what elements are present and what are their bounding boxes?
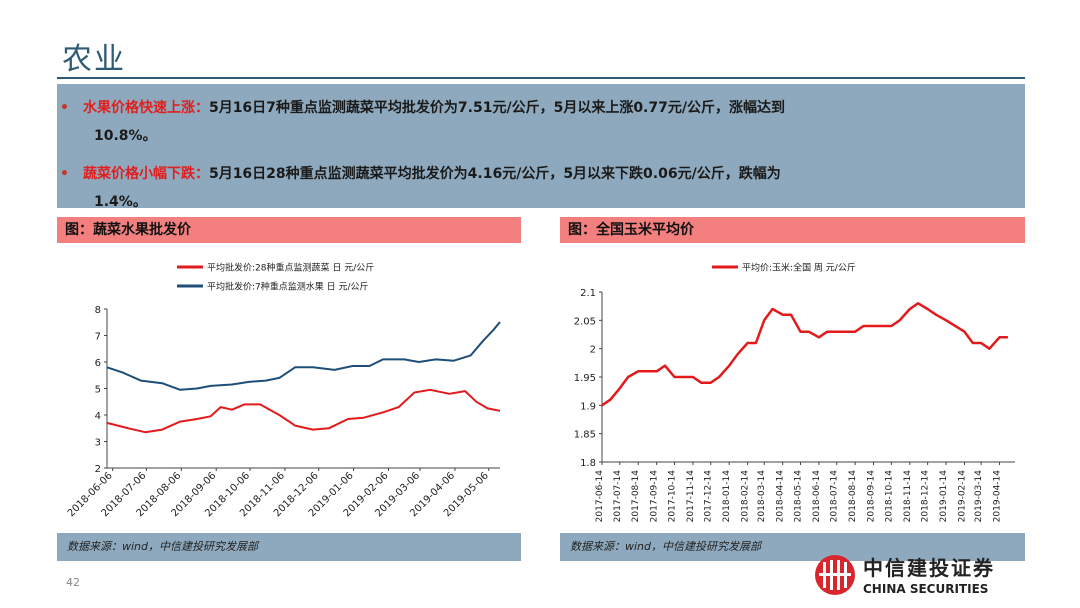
bullet-highlight: 蔬菜价格小幅下跌： — [82, 166, 209, 182]
x-tick-label: 2017-10-14 — [667, 470, 677, 523]
x-tick-label: 2018-05-14 — [793, 470, 803, 523]
legend-label: 平均价:玉米:全国 周 元/公斤 — [742, 262, 856, 274]
y-tick-label: 1.95 — [574, 373, 596, 384]
left-source: 数据来源：wind，中信建投研究发展部 — [57, 533, 521, 561]
x-tick-label: 2017-08-14 — [631, 470, 641, 523]
logo-cn-text: 中信建投证券 — [863, 556, 995, 580]
bullet-text: 5月16日7种重点监测蔬菜平均批发价为7.51元/公斤，5月以来上涨0.77元/… — [208, 100, 785, 116]
x-tick-label: 2017-09-14 — [650, 470, 660, 523]
y-tick-label: 3 — [95, 438, 101, 449]
y-tick-label: 1.85 — [574, 430, 596, 441]
x-tick-label: 2019-03-14 — [974, 470, 984, 523]
x-tick-label: 2017-12-14 — [704, 470, 714, 523]
logo-emblem-icon: 中信建投证券 CHINA SECURITIES — [815, 555, 995, 596]
x-tick-label: 2019-02-14 — [957, 470, 967, 523]
x-tick-label: 2017-07-14 — [613, 470, 623, 523]
x-tick-label: 2019-04-14 — [993, 470, 1003, 523]
series-line-1 — [601, 302, 1008, 407]
legend-label: 平均批发价:28种重点监测蔬菜 日 元/公斤 — [207, 262, 374, 274]
x-tick-label: 2018-02-14 — [741, 470, 751, 523]
x-tick-label: 2019-01-14 — [939, 470, 949, 523]
page-title: 农业 — [62, 42, 126, 77]
bullet-text-cont: 10.8%。 — [94, 128, 157, 144]
series-line-1 — [106, 388, 501, 434]
corn-price-chart: 1.8 1.85 1.9 1.95 2 2.05 2.1 2017-06-14 2017-07-… — [574, 262, 1015, 523]
bullet-highlight: 水果价格快速上涨： — [82, 100, 209, 116]
y-tick-label: 2 — [590, 345, 596, 356]
x-tick-label: 2018-06-14 — [812, 470, 822, 523]
bullet-dot-icon: • — [60, 100, 69, 116]
veg-fruit-chart: 23456782018-06-062018-07-062018-08-06201… — [66, 262, 501, 519]
y-tick-label: 5 — [95, 385, 101, 396]
y-tick-label: 8 — [95, 305, 101, 316]
right-source: 数据来源：wind，中信建投研究发展部 — [560, 533, 1025, 561]
y-tick-label: 2.1 — [580, 288, 596, 299]
page-number: 42 — [66, 576, 80, 589]
series-line-2 — [106, 321, 501, 391]
y-tick-label: 7 — [95, 332, 101, 343]
bullet-fruit: • 水果价格快速上涨：5月16日7种重点监测蔬菜平均批发价为7.51元/公斤，5月… — [60, 94, 1000, 150]
bullet-text-cont: 1.4%。 — [94, 194, 147, 210]
x-tick-label: 2018-03-14 — [757, 470, 767, 523]
x-tick-label: 2018-09-14 — [867, 470, 877, 523]
bullet-text: 5月16日28种重点监测蔬菜平均批发价为4.16元/公斤，5月以来下跌0.06元… — [208, 166, 781, 182]
y-tick-label: 6 — [95, 358, 101, 369]
legend-label: 平均批发价:7种重点监测水果 日 元/公斤 — [207, 281, 369, 293]
right-panel-title: 图：全国玉米平均价 — [560, 217, 1025, 243]
x-tick-label: 2018-07-14 — [830, 470, 840, 523]
title-divider — [57, 77, 1025, 79]
x-tick-label: 2017-06-14 — [595, 470, 605, 523]
x-tick-label: 2018-04-14 — [776, 470, 786, 523]
y-tick-label: 1.9 — [580, 401, 596, 412]
x-tick-label: 2018-11-14 — [903, 470, 913, 523]
bullet-dot-icon: • — [60, 166, 69, 182]
china-securities-logo: 中信建投证券 CHINA SECURITIES — [811, 553, 1033, 598]
y-tick-label: 4 — [95, 411, 101, 422]
x-tick-label: 2017-11-14 — [686, 470, 696, 523]
summary-box — [57, 84, 1025, 208]
y-tick-label: 2.05 — [574, 316, 596, 327]
logo-en-text: CHINA SECURITIES — [863, 582, 988, 596]
x-tick-label: 2018-12-14 — [921, 470, 931, 523]
left-panel-title: 图：蔬菜水果批发价 — [57, 217, 521, 243]
x-tick-label: 2018-10-14 — [884, 470, 894, 523]
x-tick-label: 2018-08-14 — [848, 470, 858, 523]
bullet-vegetable: • 蔬菜价格小幅下跌：5月16日28种重点监测蔬菜平均批发价为4.16元/公斤，5… — [60, 160, 1000, 216]
y-tick-label: 1.8 — [580, 458, 596, 469]
y-tick-label: 2 — [95, 464, 101, 475]
x-tick-label: 2018-01-14 — [722, 470, 732, 523]
